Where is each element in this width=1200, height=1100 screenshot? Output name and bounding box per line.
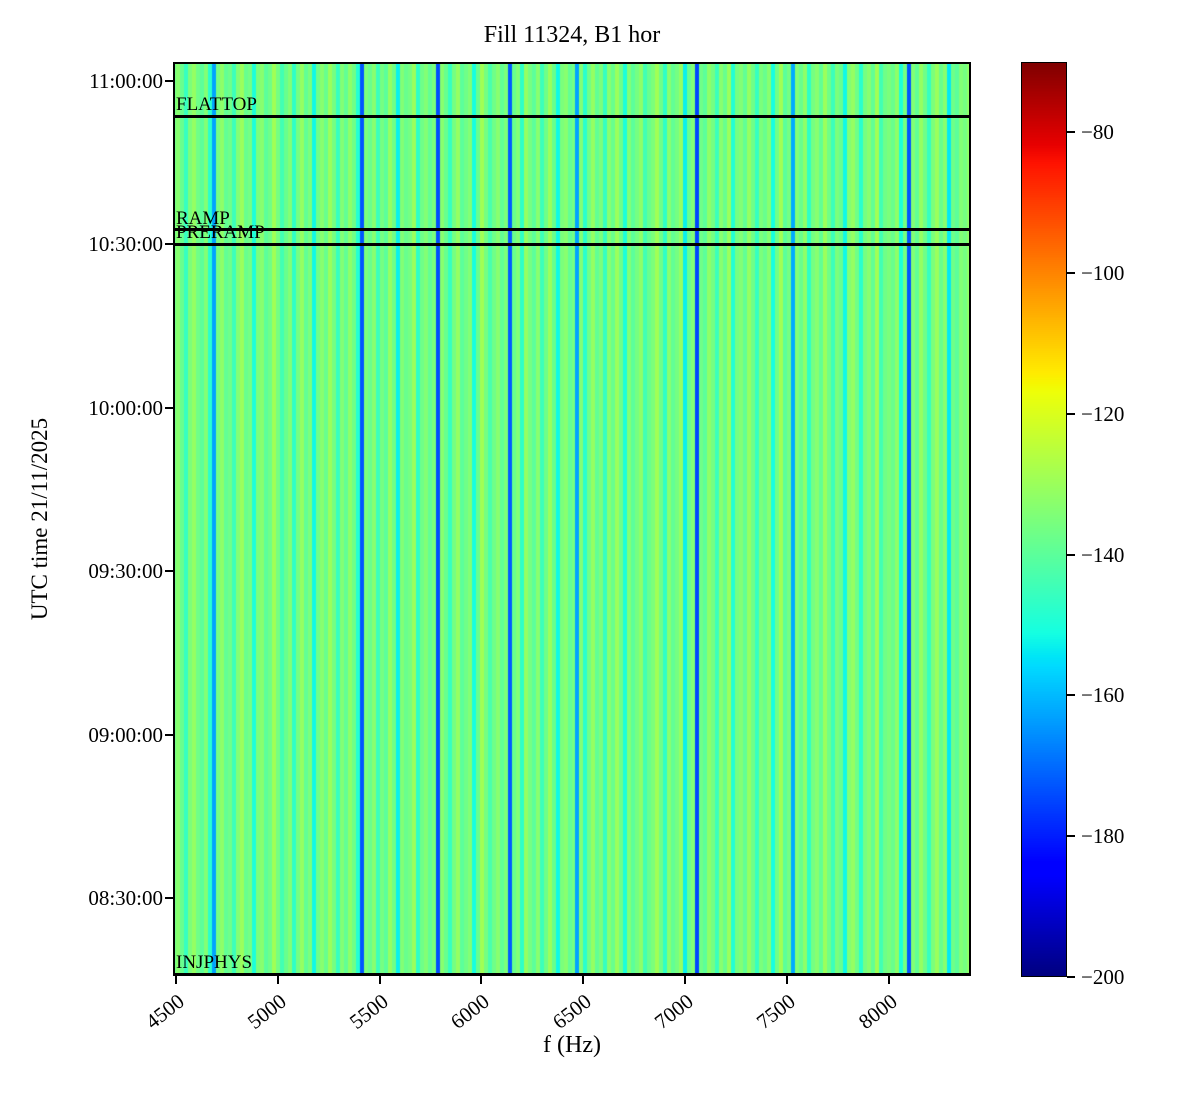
colorbar-tick-label: −200 <box>1081 965 1125 989</box>
y-tick-mark <box>165 570 173 573</box>
y-tick-label: 08:30:00 <box>88 885 163 910</box>
x-tick-mark <box>582 975 585 984</box>
x-tick-label: 6500 <box>548 989 596 1034</box>
beam-mode-line-flattop <box>173 114 971 118</box>
colorbar-tick-mark <box>1067 694 1075 697</box>
x-tick-label: 8000 <box>853 989 902 1034</box>
y-tick-mark <box>165 243 173 246</box>
colorbar-tick-label: −120 <box>1081 401 1125 426</box>
x-tick-label: 6000 <box>446 989 495 1034</box>
beam-mode-line-injphys <box>173 972 971 976</box>
colorbar-tick-mark <box>1067 131 1075 134</box>
colorbar-tick-label: −160 <box>1081 683 1125 708</box>
y-tick-mark <box>165 733 173 736</box>
colorbar-tick-label: −180 <box>1081 824 1125 849</box>
y-tick-label: 09:30:00 <box>88 559 163 584</box>
colorbar-tick-mark <box>1067 412 1075 415</box>
x-tick-mark <box>480 975 483 984</box>
colorbar-tick-label: −80 <box>1081 120 1114 145</box>
x-tick-label: 5000 <box>242 989 291 1034</box>
colorbar-tick-mark <box>1067 976 1075 978</box>
x-tick-label: 7500 <box>751 989 800 1034</box>
y-tick-mark <box>165 80 173 83</box>
y-tick-mark <box>165 896 173 899</box>
colorbar-tick-label: −140 <box>1081 542 1125 567</box>
spectrogram-heatmap <box>173 62 971 976</box>
plot-title: Fill 11324, B1 hor <box>483 22 661 48</box>
beam-mode-label-injphys: INJPHYS <box>176 952 253 974</box>
colorbar-tick-label: −100 <box>1081 261 1125 286</box>
x-tick-label: 7000 <box>649 989 698 1034</box>
x-tick-mark <box>276 975 279 984</box>
colorbar-tick-mark <box>1067 553 1075 556</box>
beam-mode-label-ramp: RAMP <box>176 207 230 229</box>
x-axis-label: f (Hz) <box>543 1032 601 1058</box>
beam-mode-line-preramp <box>173 242 971 246</box>
x-tick-mark <box>378 975 381 984</box>
x-tick-mark <box>887 975 890 984</box>
y-tick-label: 09:00:00 <box>88 722 163 747</box>
y-axis-label: UTC time 21/11/2025 <box>27 417 52 621</box>
x-tick-mark <box>785 975 788 984</box>
y-tick-label: 10:30:00 <box>88 232 163 257</box>
y-tick-label: 10:00:00 <box>88 395 163 420</box>
x-tick-mark <box>175 975 178 984</box>
colorbar-tick-mark <box>1067 835 1075 838</box>
y-tick-mark <box>165 406 173 409</box>
colorbar <box>1021 62 1067 977</box>
beam-mode-line-ramp <box>173 228 971 232</box>
colorbar-tick-mark <box>1067 272 1075 275</box>
beam-mode-label-preramp: PRERAMP <box>176 222 265 244</box>
x-tick-mark <box>683 975 686 984</box>
y-tick-label: 11:00:00 <box>89 69 163 94</box>
x-tick-label: 4500 <box>140 989 189 1034</box>
beam-mode-label-flattop: FLATTOP <box>176 94 257 116</box>
x-tick-label: 5500 <box>344 989 393 1034</box>
